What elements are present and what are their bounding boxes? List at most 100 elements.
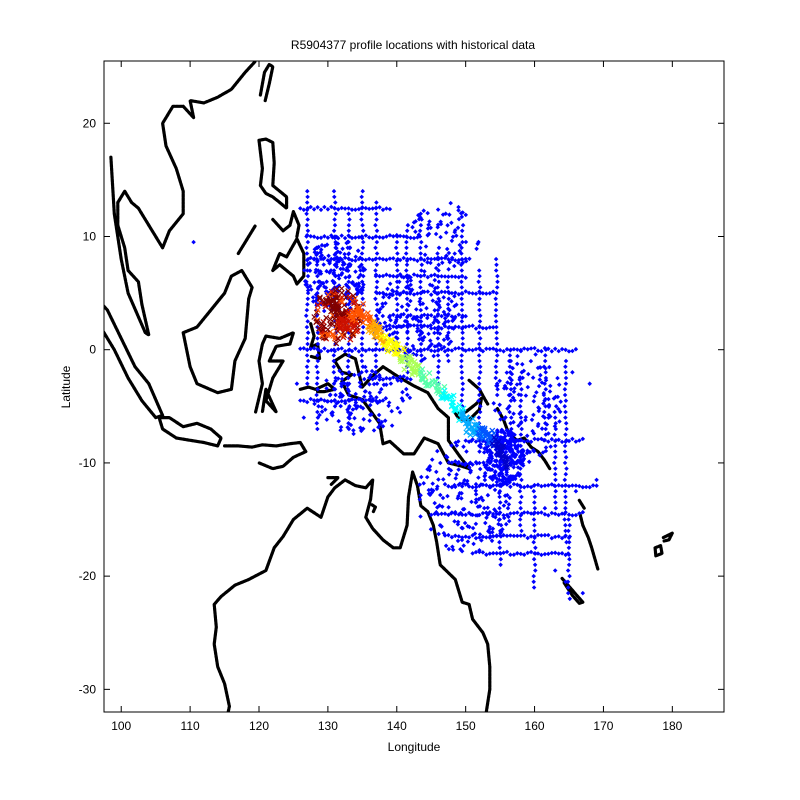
historical-point [339,398,344,404]
profile-marker [343,307,350,314]
historical-point [517,404,523,409]
historical-point [473,521,479,527]
historical-point [346,375,351,381]
historical-point [552,494,558,500]
historical-point [374,395,379,400]
historical-point [373,256,379,261]
historical-point [485,505,490,511]
historical-point [469,438,474,444]
historical-point [549,349,555,354]
historical-point [506,514,511,520]
historical-point [530,375,536,380]
historical-point [305,330,311,335]
historical-point [494,336,499,341]
historical-point [480,291,486,296]
historical-point [441,337,447,343]
historical-point [501,503,507,508]
historical-point [298,398,303,403]
historical-point [346,358,351,364]
historical-point [438,460,443,466]
historical-point [333,392,338,398]
historical-point [553,455,558,460]
historical-point [360,188,365,194]
historical-point [395,378,401,383]
historical-point [319,409,325,414]
historical-point [315,370,320,375]
historical-point [394,317,399,322]
historical-point [312,401,317,407]
historical-point [454,233,459,238]
historical-point [555,375,560,381]
historical-point [374,313,379,318]
historical-point [394,232,400,238]
historical-point [434,291,440,296]
profile-marker [318,332,325,339]
historical-point [484,346,489,352]
historical-point [374,262,380,268]
historical-point [459,398,464,403]
profile-marker [486,433,493,440]
historical-point [381,291,387,297]
historical-point [417,497,423,502]
historical-point [519,426,524,432]
historical-point [552,415,558,420]
historical-point [376,424,381,430]
historical-point [360,265,366,271]
historical-point [528,484,534,490]
historical-point [485,467,490,472]
historical-point [495,279,500,285]
x-tick-label: 140 [387,719,407,733]
historical-point [535,365,541,371]
historical-point [478,441,484,447]
historical-point [556,348,561,354]
historical-point [442,481,448,487]
historical-point [477,289,482,294]
historical-point [317,283,323,288]
historical-point [338,403,343,409]
coastline-fiji-vanua-levu [661,531,674,543]
historical-point [494,463,500,468]
historical-point [543,404,548,409]
historical-point [532,505,538,511]
historical-point [435,311,441,317]
historical-point [590,483,596,488]
historical-point [374,341,379,347]
historical-point [379,386,384,392]
historical-point [531,431,537,436]
historical-point [359,194,364,200]
historical-point [566,539,572,545]
historical-point [456,274,462,280]
historical-point [380,313,386,319]
historical-point [501,349,506,354]
historical-point [521,439,527,444]
historical-point [446,484,451,489]
historical-point [380,398,386,403]
historical-point [308,255,313,261]
historical-point [449,290,455,296]
historical-point [387,323,392,328]
historical-point [542,532,548,538]
historical-point [488,460,493,465]
historical-point [515,347,520,352]
historical-point [531,517,537,522]
profile-marker [314,302,321,309]
historical-point [500,527,505,532]
historical-point [515,353,520,359]
historical-point [552,471,558,477]
historical-point [351,428,356,433]
historical-point [542,358,548,364]
historical-point [497,510,503,515]
historical-point [563,375,569,381]
historical-point [434,486,440,492]
historical-point [386,403,391,409]
historical-point [405,329,410,334]
historical-point [418,279,423,285]
historical-point [347,416,352,421]
historical-point [357,255,363,261]
historical-point [467,256,472,262]
historical-point [304,222,310,228]
coastline-taiwan [258,62,275,103]
historical-point [508,442,514,447]
historical-point [346,279,351,285]
historical-point [470,484,475,490]
